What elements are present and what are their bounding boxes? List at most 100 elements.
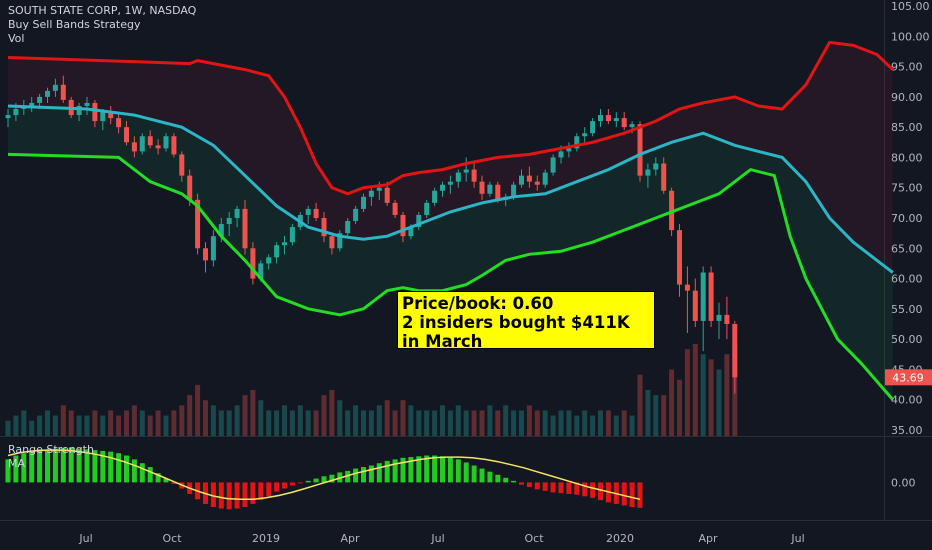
volume-bar [203,400,208,436]
volume-bar [321,395,327,436]
oscillator-bar [305,480,311,483]
candle-body [550,157,556,173]
volume-bar [195,384,201,436]
volume-bar [511,410,517,436]
candle-body [250,248,256,279]
oscillator-bar [155,473,161,483]
volume-bar [574,415,580,436]
y-tick-label: 100.00 [891,30,930,43]
oscillator-bar [526,482,532,488]
volume-bar [155,410,161,436]
candle-body [692,290,698,321]
oscillator-bar [503,477,509,483]
volume-bar [519,410,524,436]
volume-bar [131,405,137,436]
volume-bar [424,410,430,436]
volume-bar [376,405,382,436]
x-tick-label: Jul [430,532,444,545]
y-tick-label: 55.00 [891,303,923,316]
volume-bar [558,410,564,436]
candle-body [605,115,611,122]
candle-body [116,118,122,128]
volume-bar [108,410,114,436]
candle-body [598,115,603,122]
volume-bar [684,349,690,436]
oscillator-bar [84,449,90,483]
candle-body [147,136,153,146]
candle-body [195,199,201,249]
oscillator-bar [495,474,501,483]
volume-bar [495,410,501,436]
candle-body [684,284,690,291]
oscillator-bar [519,482,524,485]
candle-body [266,257,272,264]
oscillator-bar [582,482,588,497]
oscillator-bar [629,482,635,508]
oscillator-bar [424,455,430,483]
volume-bar [337,400,343,436]
oscillator-bar [432,455,438,483]
candle-body [724,314,730,324]
last-price-badge [885,369,932,386]
candle-body [416,214,422,228]
volume-bar [542,410,548,436]
oscillator-bar [163,478,169,483]
volume-bar [661,395,667,436]
volume-bar [503,405,509,436]
candle-body [542,172,548,185]
volume-bar [692,344,698,436]
band-fill [8,106,893,400]
volume-bar [605,410,611,436]
y-tick-label: 60.00 [891,273,923,286]
upper-band-line [7,40,894,196]
candle-body [621,118,627,128]
y-tick-label: 65.00 [891,242,923,255]
oscillator-bar [242,482,248,508]
candle-body [534,181,540,185]
candle-body [258,263,264,279]
x-tick-label: Jul [790,532,804,545]
candle-body [566,148,572,152]
candle-body [282,242,287,246]
oscillator-bar [637,482,643,508]
oscillator-bar [92,450,98,483]
oscillator-bar [266,482,272,497]
candle-body [424,202,430,215]
volume-bar [566,410,572,436]
volume-bar [479,410,485,436]
x-tick-label: Oct [524,532,544,545]
volume-bar [384,400,390,436]
oscillator-legend: Range Strength MA [8,443,94,471]
candle-body [305,208,311,215]
oscillator-bar [297,482,303,484]
volume-bar [242,395,248,436]
candle-body [455,172,461,182]
candle-body [5,115,11,119]
oscillator-bar [400,457,406,483]
y-tick-label: 80.00 [891,151,923,164]
volume-bar [218,410,224,436]
candle-body [187,175,193,200]
candle-body [52,84,58,91]
oscillator-bar [116,453,122,483]
volume-bar [60,405,66,436]
volume-bar [147,415,153,436]
volume-bar [76,415,82,436]
candle-body [289,227,295,243]
volume-bar [250,390,256,436]
oscillator-bar [392,459,398,483]
band-fill [8,42,893,273]
oscillator-bar [258,482,264,501]
oscillator-bar [13,455,19,483]
y-tick-label: 90.00 [891,91,923,104]
oscillator-bar [234,482,240,509]
candle-body [376,187,382,191]
candle-body [408,227,414,237]
candle-body [432,190,438,203]
x-tick-label: 2019 [252,532,280,545]
volume-bar [471,410,477,436]
oscillator-bar [52,448,58,483]
candle-body [495,184,501,200]
candle-body [661,163,667,191]
